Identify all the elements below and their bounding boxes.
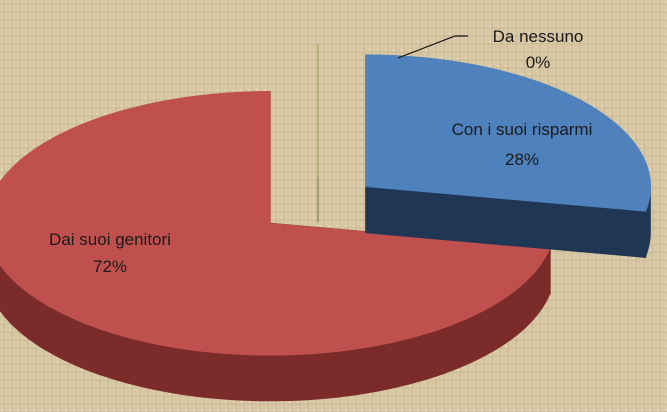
slice-label: Dai suoi genitori [49,230,171,249]
pie [0,44,651,402]
slice-label: Da nessuno [493,27,584,46]
slice [365,54,651,212]
slice-value-label: 0% [526,53,551,72]
slice-value-label: 28% [505,150,539,169]
slice-side [645,186,651,258]
leader-line [397,35,468,59]
labels: Con i suoi risparmi 28% Dai suoi genitori 7… [49,27,592,276]
slice [0,91,551,356]
slice-label: Con i suoi risparmi [452,120,593,139]
slice-side [0,248,551,402]
slice-value-label: 72% [93,257,127,276]
